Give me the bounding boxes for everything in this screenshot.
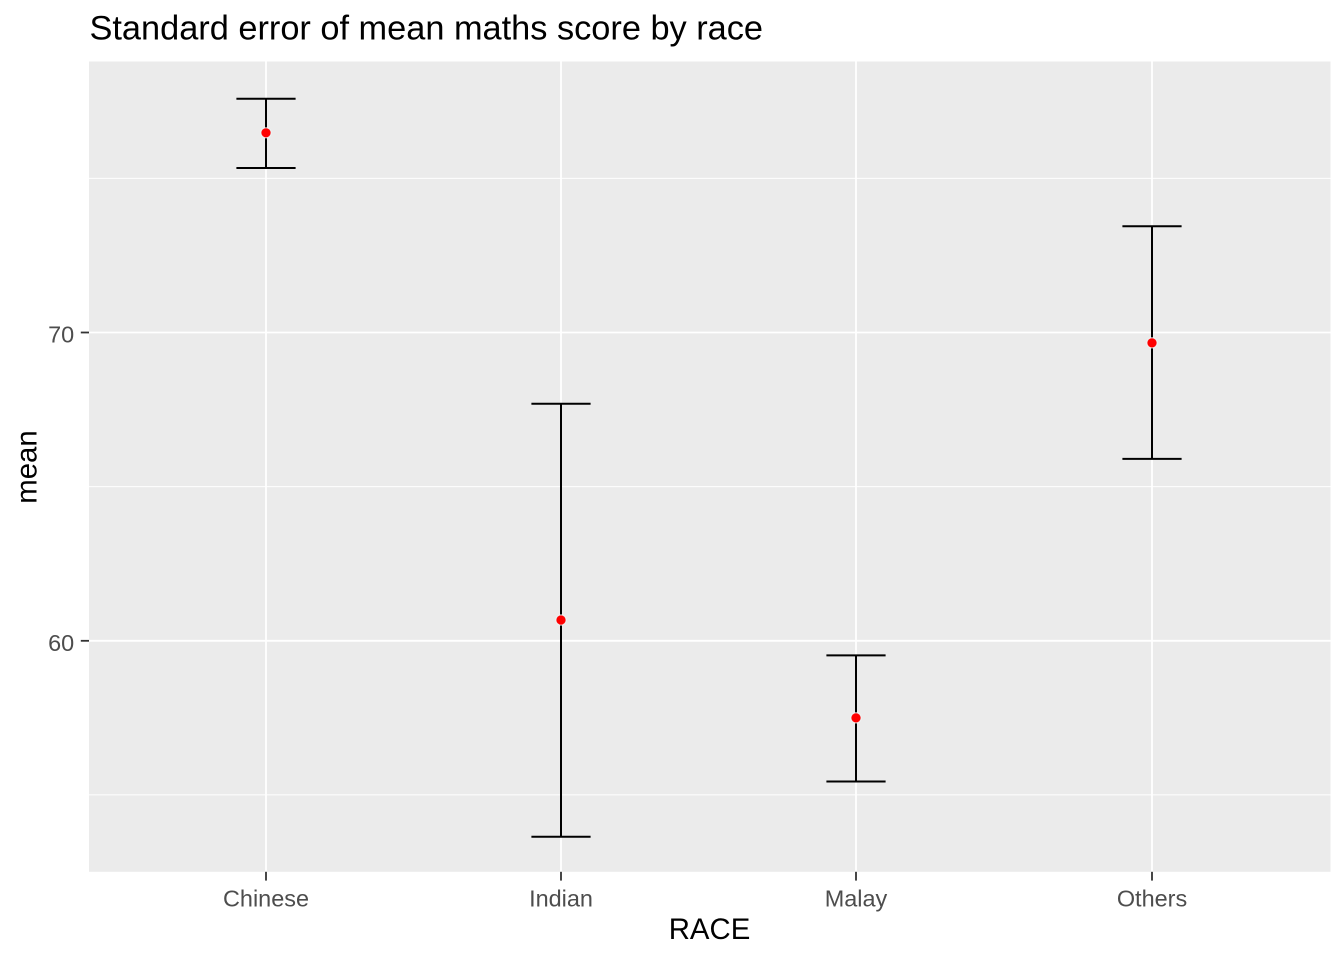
svg-text:Chinese: Chinese <box>223 885 309 911</box>
svg-text:Standard error of mean maths s: Standard error of mean maths score by ra… <box>90 10 764 48</box>
svg-text:70: 70 <box>48 322 74 348</box>
svg-text:Indian: Indian <box>529 885 593 911</box>
svg-text:Others: Others <box>1117 885 1187 911</box>
svg-text:mean: mean <box>11 430 44 503</box>
svg-text:Malay: Malay <box>825 885 888 911</box>
svg-text:60: 60 <box>48 630 74 656</box>
svg-text:RACE: RACE <box>669 913 751 946</box>
